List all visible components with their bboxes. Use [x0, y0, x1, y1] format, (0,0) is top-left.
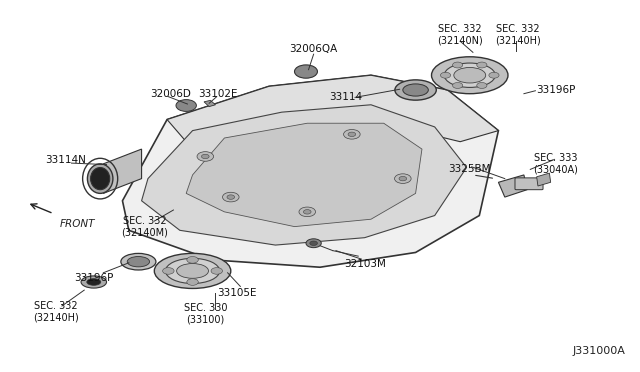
- Circle shape: [187, 257, 198, 263]
- Text: J331000A: J331000A: [573, 346, 626, 356]
- Ellipse shape: [87, 279, 100, 285]
- Text: FRONT: FRONT: [60, 219, 95, 229]
- Circle shape: [477, 62, 487, 68]
- Text: 32103M: 32103M: [344, 259, 385, 269]
- Circle shape: [452, 62, 463, 68]
- Text: 33114: 33114: [329, 92, 362, 102]
- Text: SEC. 332
(32140H): SEC. 332 (32140H): [495, 24, 540, 45]
- Ellipse shape: [121, 253, 156, 270]
- Circle shape: [176, 100, 196, 112]
- Polygon shape: [537, 173, 550, 186]
- Text: 32006QA: 32006QA: [289, 44, 338, 54]
- Ellipse shape: [454, 67, 486, 83]
- Circle shape: [227, 195, 235, 199]
- Ellipse shape: [154, 253, 231, 288]
- Text: 33196P: 33196P: [74, 273, 113, 283]
- Circle shape: [197, 152, 214, 161]
- Circle shape: [489, 72, 499, 78]
- Text: 33114N: 33114N: [45, 155, 86, 165]
- Polygon shape: [186, 123, 422, 227]
- Circle shape: [163, 267, 174, 274]
- Circle shape: [299, 207, 316, 217]
- Text: 3325BM: 3325BM: [449, 164, 491, 174]
- Circle shape: [440, 72, 451, 78]
- Ellipse shape: [91, 167, 109, 190]
- Polygon shape: [204, 100, 216, 107]
- Ellipse shape: [81, 276, 106, 288]
- Text: 33102E: 33102E: [198, 89, 238, 99]
- Ellipse shape: [431, 57, 508, 94]
- Text: 32006D: 32006D: [150, 89, 191, 99]
- Text: SEC. 332
(32140H): SEC. 332 (32140H): [33, 301, 79, 322]
- Circle shape: [477, 83, 487, 89]
- Polygon shape: [141, 105, 467, 245]
- Circle shape: [344, 129, 360, 139]
- Circle shape: [394, 174, 411, 183]
- Text: 33196P: 33196P: [537, 85, 576, 95]
- Circle shape: [187, 279, 198, 285]
- Circle shape: [294, 65, 317, 78]
- Circle shape: [303, 210, 311, 214]
- Ellipse shape: [127, 257, 150, 267]
- Polygon shape: [167, 75, 499, 149]
- Ellipse shape: [88, 164, 113, 193]
- Ellipse shape: [395, 80, 436, 100]
- Text: SEC. 332
(32140M): SEC. 332 (32140M): [122, 216, 168, 237]
- Text: SEC. 332
(32140N): SEC. 332 (32140N): [437, 24, 483, 45]
- Circle shape: [202, 154, 209, 159]
- Circle shape: [452, 83, 463, 89]
- Ellipse shape: [166, 259, 220, 283]
- Text: SEC. 330
(33100): SEC. 330 (33100): [184, 302, 227, 324]
- Polygon shape: [499, 175, 527, 197]
- Polygon shape: [103, 149, 141, 193]
- FancyBboxPatch shape: [515, 178, 543, 190]
- Text: SEC. 333
(33040A): SEC. 333 (33040A): [533, 153, 578, 174]
- Circle shape: [399, 176, 406, 181]
- Ellipse shape: [444, 63, 495, 87]
- Circle shape: [211, 267, 223, 274]
- Polygon shape: [122, 75, 499, 267]
- Ellipse shape: [177, 263, 209, 278]
- Text: 33105E: 33105E: [218, 288, 257, 298]
- Circle shape: [223, 192, 239, 202]
- Circle shape: [310, 241, 317, 246]
- Circle shape: [306, 239, 321, 248]
- Circle shape: [348, 132, 356, 137]
- Ellipse shape: [403, 84, 428, 96]
